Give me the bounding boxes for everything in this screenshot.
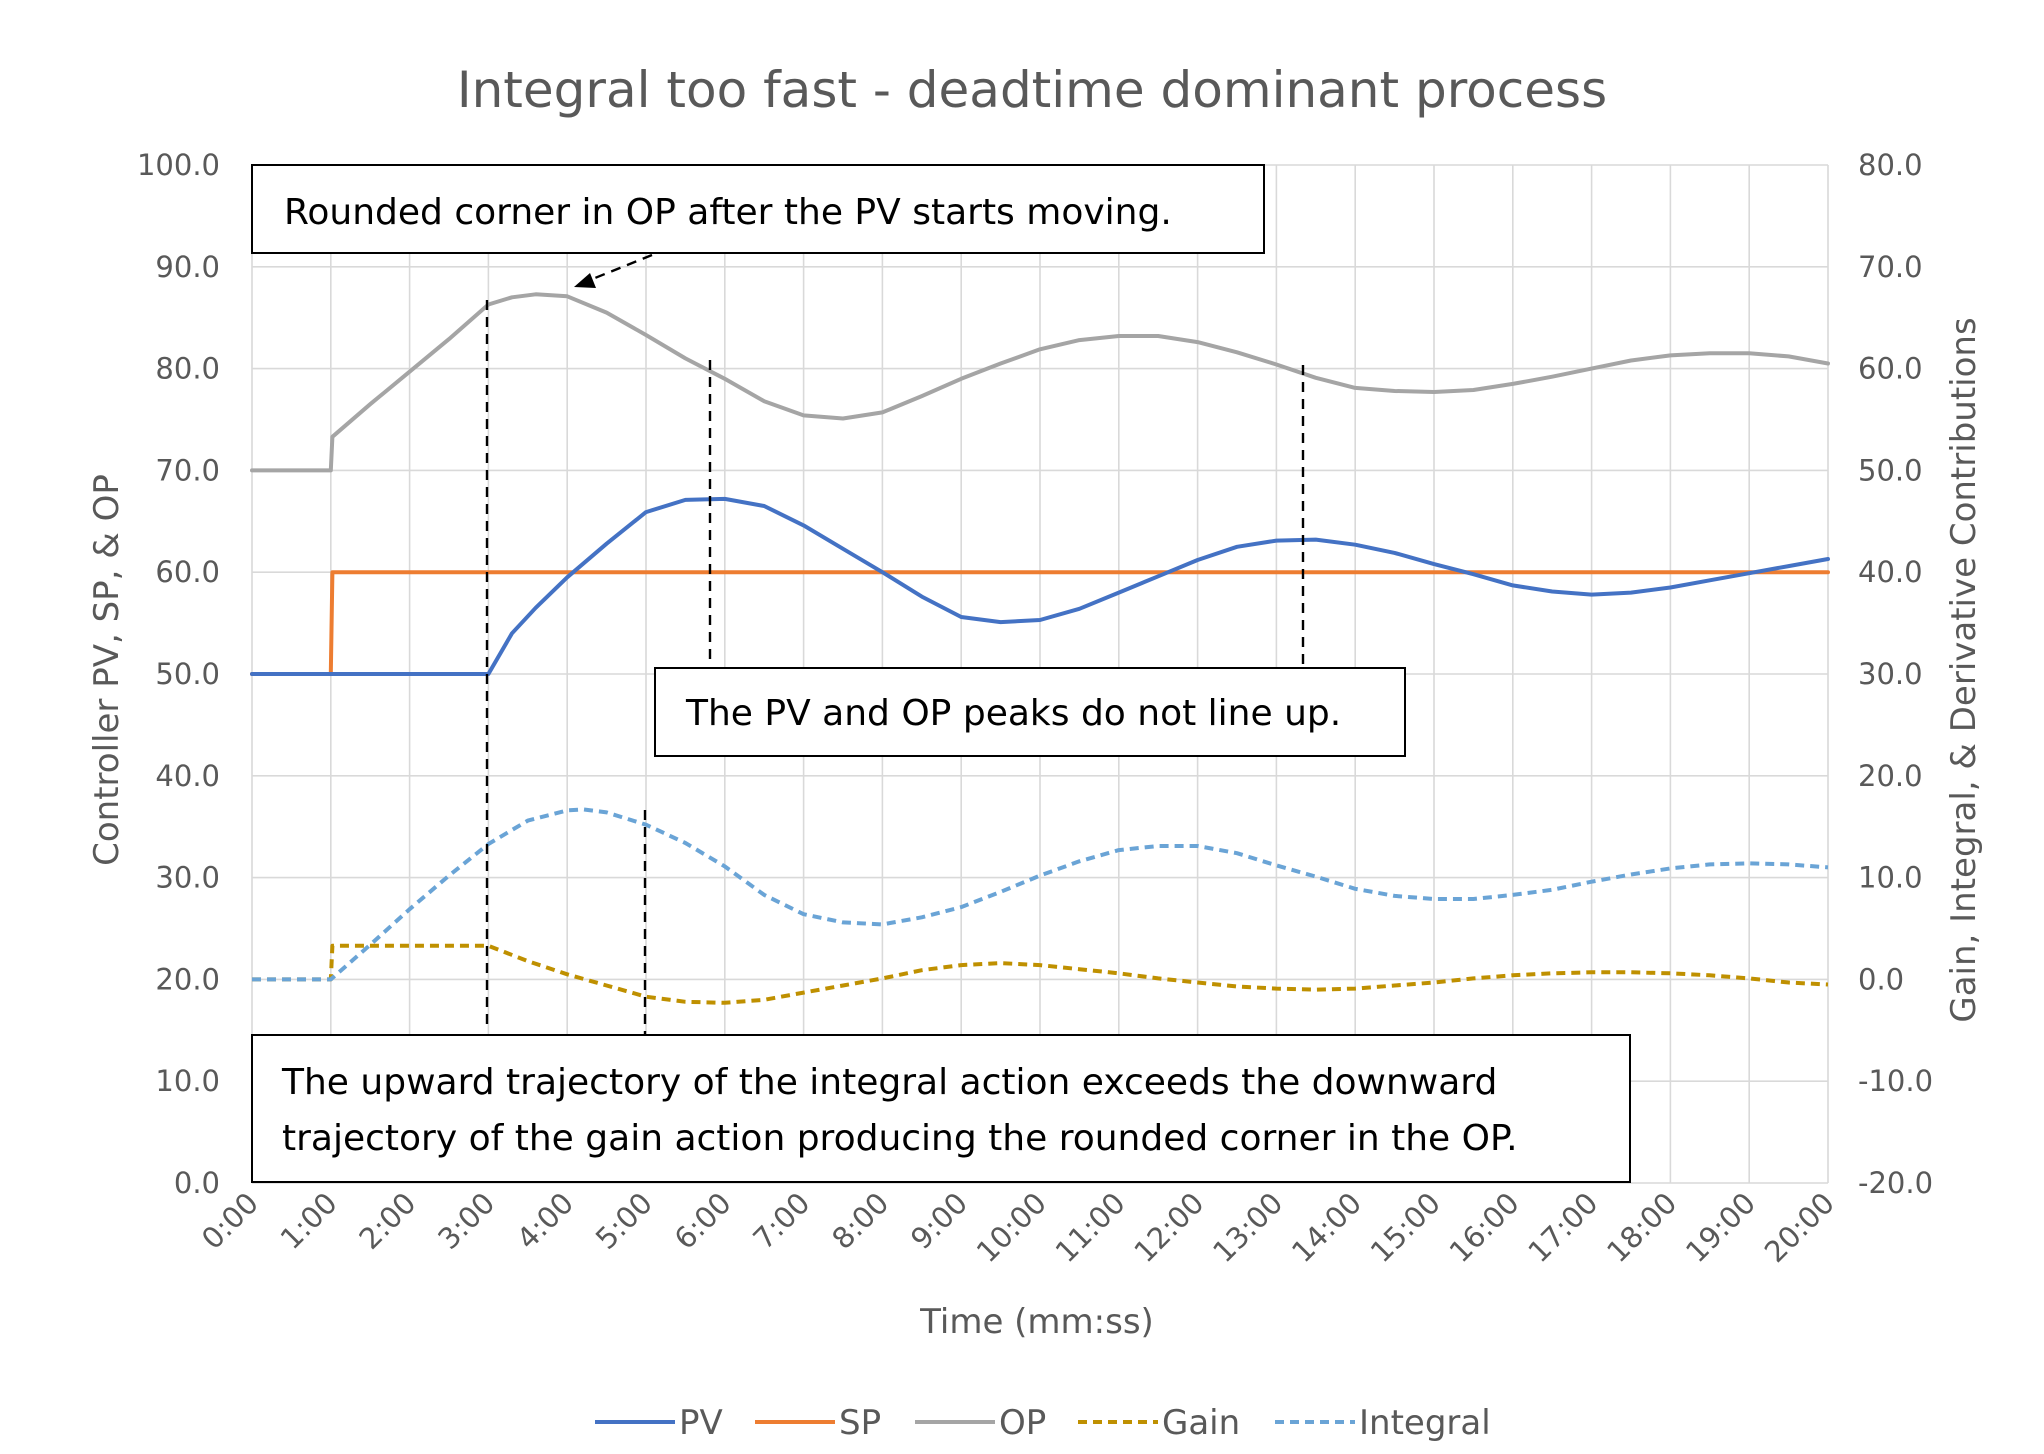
x-tick-label: 9:00 xyxy=(904,1186,974,1256)
y-tick-label: 80.0 xyxy=(155,352,220,386)
annotation-text: The PV and OP peaks do not line up. xyxy=(685,693,1341,734)
y-tick-label: 50.0 xyxy=(155,657,220,691)
series-line-integral xyxy=(252,807,1829,982)
y2-tick-label: 30.0 xyxy=(1858,657,1923,691)
y-tick-label: 40.0 xyxy=(155,759,220,793)
x-tick-label: 5:00 xyxy=(589,1186,659,1256)
annotation-box xyxy=(251,164,1265,254)
y-tick-label: 30.0 xyxy=(155,861,220,895)
annotation-box xyxy=(654,667,1406,757)
x-tick-label: 18:00 xyxy=(1600,1186,1683,1269)
x-tick-label: 4:00 xyxy=(510,1186,580,1256)
x-tick-label: 2:00 xyxy=(352,1186,422,1256)
annotation-text: Rounded corner in OP after the PV starts… xyxy=(284,192,1172,233)
y2-tick-label: 80.0 xyxy=(1858,148,1923,182)
x-tick-label: 14:00 xyxy=(1285,1186,1368,1269)
arrow-head xyxy=(574,273,596,288)
x-tick-label: 6:00 xyxy=(668,1186,738,1256)
y-tick-label: 10.0 xyxy=(155,1064,220,1098)
legend: PV SP OP Gain Integral xyxy=(595,1403,1491,1443)
annotation-guides xyxy=(485,253,1305,1035)
y-tick-label: 90.0 xyxy=(155,250,220,284)
annotation-text-line-1: The upward trajectory of the integral ac… xyxy=(281,1062,1497,1103)
y2-tick-label: 50.0 xyxy=(1858,453,1923,487)
legend-label-sp: SP xyxy=(839,1403,881,1443)
x-tick-label: 17:00 xyxy=(1521,1186,1604,1269)
y-tick-label: 70.0 xyxy=(155,453,220,487)
y2-axis-title: Gain, Integral, & Derivative Contributio… xyxy=(1944,317,1984,1022)
y-tick-label: 0.0 xyxy=(174,1166,220,1200)
x-tick-label: 12:00 xyxy=(1127,1186,1210,1269)
x-tick-label: 20:00 xyxy=(1758,1186,1841,1269)
x-tick-label: 19:00 xyxy=(1679,1186,1762,1269)
arrow-shaft xyxy=(589,253,653,282)
legend-label-pv: PV xyxy=(679,1403,723,1443)
x-tick-label: 10:00 xyxy=(970,1186,1053,1269)
x-tick-label: 8:00 xyxy=(825,1186,895,1256)
series-line-gain xyxy=(252,943,1829,1005)
x-tick-label: 7:00 xyxy=(746,1186,816,1256)
y2-tick-label: 20.0 xyxy=(1858,759,1923,793)
x-tick-label: 3:00 xyxy=(431,1186,501,1256)
legend-label-op: OP xyxy=(999,1403,1046,1443)
y2-tick-label: -10.0 xyxy=(1858,1064,1933,1098)
y-tick-label: 60.0 xyxy=(155,555,220,589)
annotation-box xyxy=(251,1034,1631,1183)
annotation-text-line-2: trajectory of the gain action producing … xyxy=(282,1118,1518,1159)
y2-tick-label: 0.0 xyxy=(1858,962,1904,996)
x-tick-label: 1:00 xyxy=(274,1186,344,1256)
annotation-rounded-corner: Rounded corner in OP after the PV starts… xyxy=(251,164,1265,254)
y-axis-title: Controller PV, SP, & OP xyxy=(87,474,127,866)
y-tick-label: 20.0 xyxy=(155,962,220,996)
chart-title: Integral too fast - deadtime dominant pr… xyxy=(457,61,1607,119)
annotation-trajectory: The upward trajectory of the integral ac… xyxy=(251,1034,1631,1183)
y2-tick-label: 40.0 xyxy=(1858,555,1923,589)
x-tick-label: 15:00 xyxy=(1364,1186,1447,1269)
x-axis-title: Time (mm:ss) xyxy=(919,1302,1154,1342)
series-lines xyxy=(250,292,1830,1005)
series-line-pv xyxy=(250,496,1830,676)
x-tick-label: 13:00 xyxy=(1206,1186,1289,1269)
annotation-peaks: The PV and OP peaks do not line up. xyxy=(654,667,1406,757)
y2-tick-label: 60.0 xyxy=(1858,352,1923,386)
x-tick-label: 11:00 xyxy=(1049,1186,1132,1269)
y2-tick-label: -20.0 xyxy=(1858,1166,1933,1200)
x-tick-label: 16:00 xyxy=(1443,1186,1526,1269)
legend-label-integral: Integral xyxy=(1359,1403,1491,1443)
y-tick-label: 100.0 xyxy=(137,148,220,182)
series-line-op xyxy=(250,292,1830,473)
y2-tick-label: 70.0 xyxy=(1858,250,1923,284)
y2-tick-label: 10.0 xyxy=(1858,861,1923,895)
legend-label-gain: Gain xyxy=(1162,1403,1240,1443)
